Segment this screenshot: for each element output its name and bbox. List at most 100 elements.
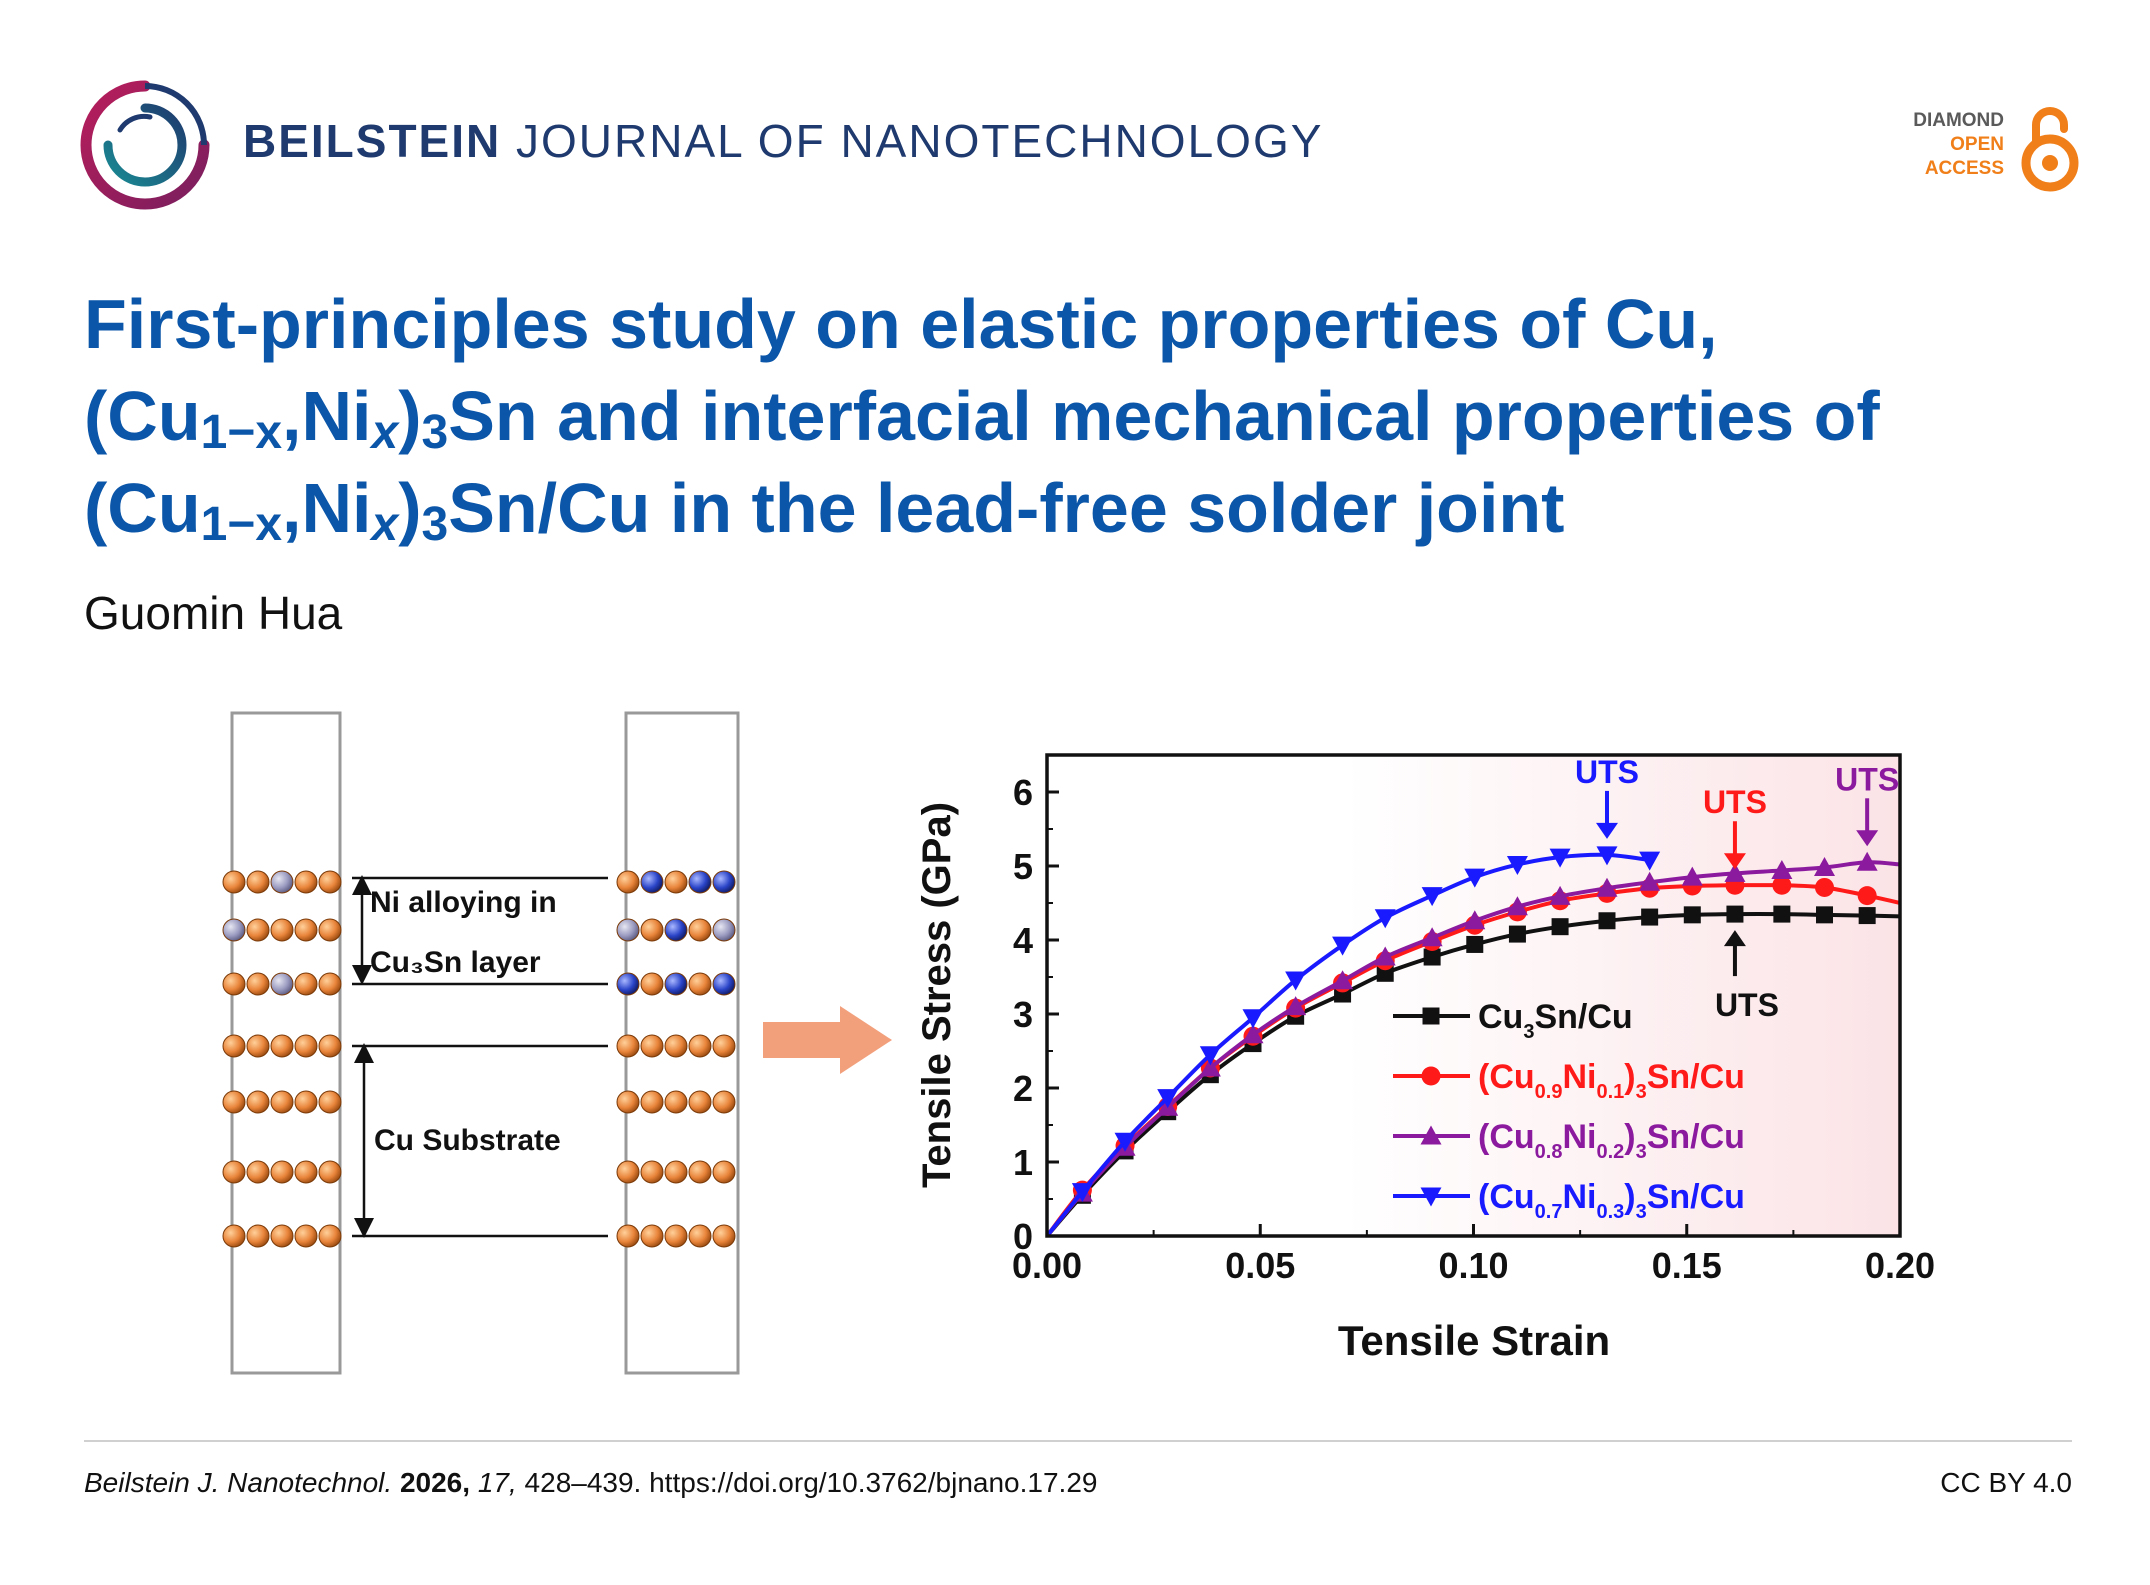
data-point [1332,936,1354,956]
journal-name: BEILSTEIN JOURNAL OF NANOTECHNOLOGY [243,115,1324,167]
legend-entry: (Cu0.8Ni0.2)3Sn/Cu [1393,1118,1745,1163]
data-point [1597,883,1617,903]
uts-annotation: UTS [1575,754,1639,839]
uts-arrow-head [1723,853,1746,870]
cu-atom [664,1160,688,1184]
open-access-lock-icon [2021,107,2079,192]
data-point [1506,856,1528,876]
cu-atom [318,1224,342,1248]
substrate-label: Cu Substrate [374,1124,561,1157]
data-point [1072,1180,1092,1200]
cu-atom [318,1090,342,1114]
data-point [1073,1186,1091,1204]
legend-marker [1420,1125,1442,1145]
data-point [1772,875,1792,895]
chart-legend: Cu3Sn/Cu (Cu0.9Ni0.1)3Sn/Cu (Cu0.8Ni0.2)3S… [1393,998,1745,1223]
cu-atom [640,918,664,942]
data-point [1157,1096,1179,1116]
data-point [1724,862,1746,882]
cu-atom [222,870,246,894]
y-tick-label: 5 [1013,846,1033,887]
ni-atom [270,870,294,894]
data-point [1596,877,1618,897]
license[interactable]: CC BY 4.0 [1940,1467,2072,1498]
badge-line-3: ACCESS [1924,158,2004,179]
legend-entry: Cu3Sn/Cu [1393,998,1633,1043]
data-point [1550,891,1570,911]
cu-atom [270,1160,294,1184]
cu-atom [222,1090,246,1114]
x-tick-label: 0.10 [1438,1245,1508,1286]
series-line [1045,912,1901,1238]
cu-atom [294,1090,318,1114]
cu-atom [270,918,294,942]
legend-label: (Cu0.8Ni0.2)3Sn/Cu [1478,1118,1745,1163]
alloy-label-2: Cu₃Sn layer [370,946,541,979]
data-point [1242,1024,1264,1044]
data-point [1682,876,1702,896]
data-point [1726,905,1744,923]
footer-divider [84,1440,2072,1442]
data-point [1333,973,1353,993]
cu-atom [616,1090,640,1114]
cu-atom [246,1034,270,1058]
uts-annotation: UTS [1703,784,1767,870]
x-tick-label: 0.00 [1012,1245,1082,1286]
data-point [1641,908,1659,926]
data-point [1549,885,1571,905]
data-point [1466,935,1484,953]
data-point [1200,1058,1220,1078]
ni-atom [712,918,736,942]
data-point [1551,918,1569,936]
data-point [1071,1183,1093,1203]
cu-atom [712,1090,736,1114]
data-point [1771,859,1793,879]
series-2 [1045,851,1901,1238]
ni-substituted-atom [664,918,688,942]
cu-atom [640,1090,664,1114]
data-point [1157,1089,1179,1109]
stress-strain-chart: UTS UTS UTS UTS 0.00 0.05 0.10 0.15 0.20 0 1 2 3 4 5 6… [915,753,1935,1364]
data-point [1681,866,1703,886]
cu-atom [294,870,318,894]
ni-atom [222,918,246,942]
uts-label: UTS [1835,761,1899,797]
cu-atom [294,1160,318,1184]
cu-atom [664,1034,688,1058]
data-point [1422,931,1442,951]
cu-atom [664,870,688,894]
legend-marker [1422,1007,1440,1025]
data-point [1115,1136,1135,1156]
diamond-open-access-badge: DIAMOND OPEN ACCESS [1880,103,2080,193]
data-point [1158,1097,1178,1116]
uts-label: UTS [1575,754,1639,790]
data-point [1375,951,1395,971]
data-point [1421,927,1443,947]
data-point [1858,907,1876,925]
author-name: Guomin Hua [84,587,343,639]
data-point [1856,851,1878,871]
cu-atom [318,1034,342,1058]
cu-atom [318,870,342,894]
cu-atom [246,1090,270,1114]
cu-atom [270,1090,294,1114]
legend-marker [1420,1187,1442,1207]
cu-atom [294,1224,318,1248]
cu-atom [640,1034,664,1058]
series-0 [1045,905,1901,1238]
data-point [1725,875,1745,895]
atoms-left [222,870,342,1248]
annotation-layer: UTS UTS UTS UTS [1575,754,1899,1023]
series-3 [1045,846,1661,1238]
legend-label: Cu3Sn/Cu [1478,998,1633,1043]
cu-atom [616,1160,640,1184]
data-point [1114,1132,1136,1152]
citation-volume: 17, [477,1467,517,1498]
ni-substituted-atom [688,870,712,894]
data-point [1596,846,1618,866]
slab-left-outline [230,711,342,1375]
citation-pages-doi[interactable]: 428–439. https://doi.org/10.3762/bjnano.… [524,1467,1098,1498]
alloy-label-1: Ni alloying in [370,886,557,919]
